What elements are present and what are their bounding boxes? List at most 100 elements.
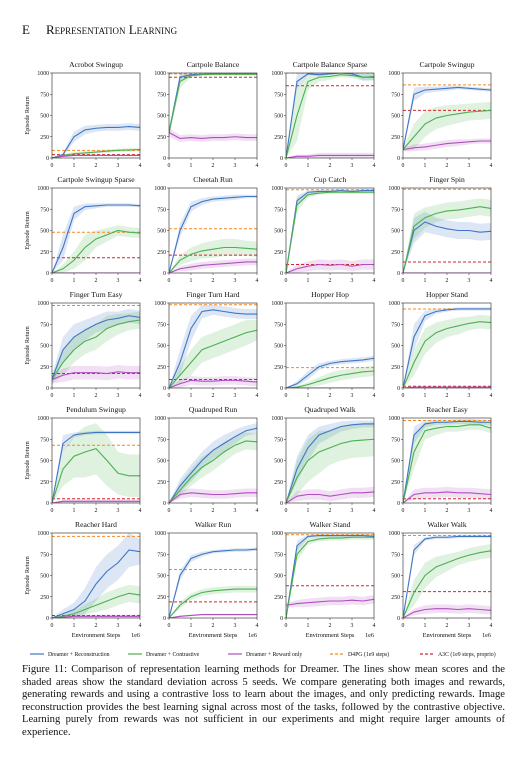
y-tick-label: 500 [391, 459, 400, 465]
series-line [52, 500, 140, 503]
series-line [52, 447, 140, 503]
y-tick-label: 250 [274, 480, 283, 486]
x-tick-label: 3 [468, 163, 471, 169]
subplot: Finger Spin 0 250 500 750 1000 0 1 2 3 4 [388, 175, 492, 284]
y-tick-label: 0 [163, 616, 166, 622]
series-line [403, 424, 491, 503]
series-line [169, 427, 257, 503]
plot-area [286, 188, 374, 273]
plot-area [52, 203, 140, 273]
series-line [286, 189, 374, 273]
subplot: Reacher Hard 0 250 500 750 1000 0 1 2 3 4 Episode R… [24, 520, 142, 639]
y-tick-label: 500 [274, 459, 283, 465]
series-line [52, 319, 140, 380]
y-tick-label: 500 [391, 114, 400, 120]
figure: E Representation Learning Acrobot Swingu… [22, 22, 496, 658]
subplot: Cartpole Swingup 0 250 500 750 1000 0 1 2 3 4 [388, 60, 492, 169]
x-tick-label: 4 [373, 163, 376, 169]
y-tick-label: 0 [163, 156, 166, 162]
x-tick-label: 2 [95, 163, 98, 169]
axes-frame [168, 72, 258, 159]
series-line [286, 154, 374, 158]
y-tick-label: 0 [397, 501, 400, 507]
x-tick-label: 0 [285, 508, 288, 514]
series-line [52, 148, 140, 158]
series-line [286, 191, 374, 273]
x-tick-label: 0 [168, 508, 171, 514]
y-tick-label: 500 [391, 229, 400, 235]
y-tick-label: 1000 [271, 301, 283, 307]
x-axis-label: Environment Steps [72, 632, 121, 639]
y-tick-label: 250 [274, 250, 283, 256]
std-band [286, 259, 374, 273]
y-tick-label: 0 [397, 156, 400, 162]
series-line [286, 536, 374, 618]
plot-area [403, 188, 491, 273]
subplot-title: Cartpole Swingup [419, 60, 474, 69]
subplot: Pendulum Swingup 0 250 500 750 1000 0 1 2 3 4 Episo… [24, 405, 142, 514]
subplot-title: Quadruped Run [189, 405, 237, 414]
y-tick-label: 1000 [37, 531, 49, 537]
subplot-title: Finger Spin [429, 175, 465, 184]
x-tick-label: 0 [402, 278, 405, 284]
x-tick-label: 4 [373, 278, 376, 284]
legend-label: A3C (1e9 steps, proprio) [438, 651, 496, 658]
y-tick-label: 750 [40, 92, 49, 98]
std-band [403, 419, 491, 503]
y-tick-label: 0 [280, 271, 283, 277]
series-line [403, 206, 491, 273]
y-tick-label: 250 [274, 595, 283, 601]
x-tick-label: 1 [424, 393, 427, 399]
y-tick-label: 0 [46, 386, 49, 392]
series-line [169, 261, 257, 273]
y-tick-label: 750 [40, 322, 49, 328]
series-line [286, 357, 374, 388]
series-line [286, 491, 374, 503]
std-band [52, 584, 140, 618]
plot-area [403, 84, 491, 152]
series-line [169, 246, 257, 273]
series-line [403, 86, 491, 150]
x-tick-label: 3 [234, 163, 237, 169]
x-tick-label: 1 [307, 508, 310, 514]
series-line [169, 379, 257, 388]
y-tick-label: 750 [391, 552, 400, 558]
series-line [52, 371, 140, 381]
series-line [403, 308, 491, 388]
y-tick-label: 0 [46, 156, 49, 162]
y-tick-label: 0 [397, 271, 400, 277]
std-band [403, 604, 491, 618]
y-tick-label: 1000 [154, 71, 166, 77]
y-tick-label: 1000 [37, 416, 49, 422]
axes-frame [402, 302, 492, 389]
y-axis-label: Episode Return [24, 441, 31, 479]
x-tick-label: 4 [373, 623, 376, 629]
y-tick-label: 500 [157, 344, 166, 350]
subplot: Finger Turn Hard 0 250 500 750 1000 0 1 2 3 4 [154, 290, 258, 399]
x-tick-label: 4 [139, 393, 142, 399]
subplot-title: Pendulum Swingup [66, 405, 126, 414]
subplot-title: Cartpole Swingup Sparse [57, 175, 135, 184]
plot-area [169, 423, 257, 503]
x-tick-label: 4 [256, 278, 259, 284]
plot-area [403, 418, 491, 503]
x-tick-label: 4 [373, 508, 376, 514]
subplot-title: Cartpole Balance Sparse [293, 60, 368, 69]
subplot-title: Walker Stand [310, 520, 351, 529]
x-tick-label: 1 [424, 508, 427, 514]
series-line [403, 321, 491, 388]
x-tick-label: 4 [373, 393, 376, 399]
x-tick-label: 0 [168, 163, 171, 169]
subplot-title: Hopper Hop [311, 290, 349, 299]
x-tick-label: 1 [73, 623, 76, 629]
y-tick-label: 250 [391, 135, 400, 141]
y-tick-label: 500 [274, 574, 283, 580]
x-tick-label: 2 [329, 508, 332, 514]
subplot-title: Walker Run [195, 520, 231, 529]
x-tick-label: 3 [117, 393, 120, 399]
x-tick-label: 2 [329, 623, 332, 629]
x-tick-label: 4 [256, 508, 259, 514]
x-tick-label: 3 [234, 393, 237, 399]
series-line [52, 431, 140, 503]
x-tick-label: 2 [446, 393, 449, 399]
